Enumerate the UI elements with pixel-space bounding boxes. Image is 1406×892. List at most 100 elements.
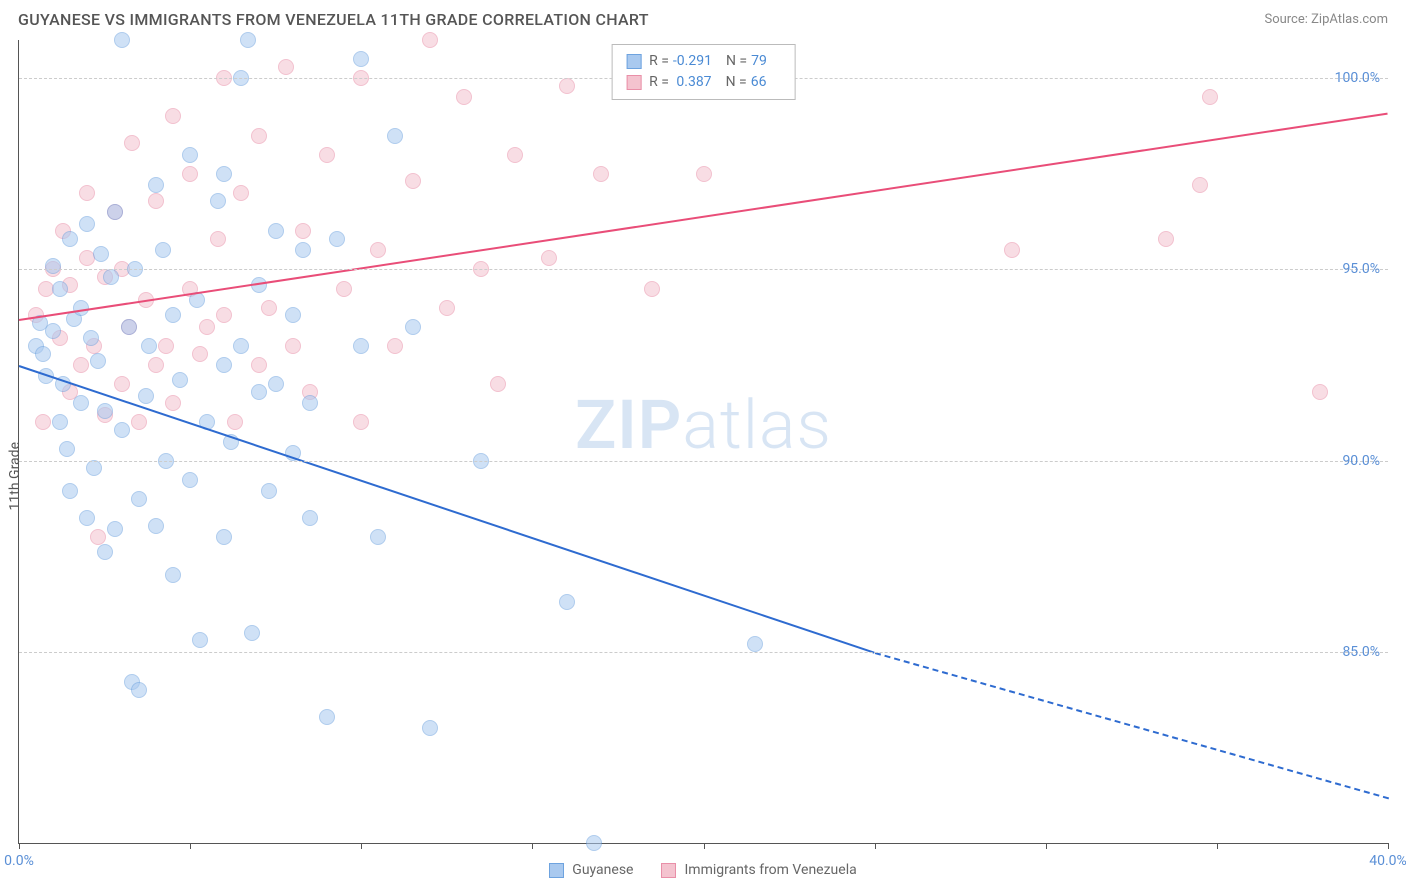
data-point xyxy=(387,338,403,354)
data-point xyxy=(370,529,386,545)
data-point xyxy=(251,357,267,373)
swatch-guyanese-icon xyxy=(626,54,641,69)
data-point xyxy=(586,835,602,851)
data-point xyxy=(103,269,119,285)
data-point xyxy=(1202,89,1218,105)
data-point xyxy=(73,357,89,373)
data-point xyxy=(90,353,106,369)
data-point xyxy=(216,529,232,545)
data-point xyxy=(295,242,311,258)
data-point xyxy=(93,246,109,262)
legend-item-venezuela: Immigrants from Venezuela xyxy=(661,862,856,878)
data-point xyxy=(353,51,369,67)
data-point xyxy=(148,518,164,534)
xtick xyxy=(361,843,362,849)
data-point xyxy=(302,395,318,411)
data-point xyxy=(52,281,68,297)
data-point xyxy=(172,372,188,388)
data-point xyxy=(261,483,277,499)
data-point xyxy=(73,395,89,411)
data-point xyxy=(240,32,256,48)
data-point xyxy=(138,388,154,404)
data-point xyxy=(131,682,147,698)
data-point xyxy=(45,323,61,339)
chart-area: 11th Grade ZIPatlas R =-0.291N =79 R = 0… xyxy=(18,40,1388,844)
legend-row-guyanese: R =-0.291N =79 xyxy=(626,51,781,72)
data-point xyxy=(62,231,78,247)
data-point xyxy=(148,357,164,373)
data-point xyxy=(79,185,95,201)
data-point xyxy=(158,338,174,354)
data-point xyxy=(329,231,345,247)
gridline xyxy=(19,269,1388,270)
data-point xyxy=(131,491,147,507)
data-point xyxy=(244,625,260,641)
data-point xyxy=(45,258,61,274)
ytick-label: 100.0% xyxy=(1335,70,1380,86)
data-point xyxy=(79,216,95,232)
data-point xyxy=(353,414,369,430)
data-point xyxy=(302,510,318,526)
data-point xyxy=(107,204,123,220)
ytick-label: 95.0% xyxy=(1342,261,1380,277)
xtick xyxy=(1046,843,1047,849)
data-point xyxy=(148,177,164,193)
stats-legend: R =-0.291N =79 R = 0.387N =66 xyxy=(611,44,796,100)
data-point xyxy=(210,231,226,247)
data-point xyxy=(114,376,130,392)
data-point xyxy=(165,307,181,323)
xtick xyxy=(19,843,20,849)
gridline xyxy=(19,461,1388,462)
data-point xyxy=(278,59,294,75)
data-point xyxy=(1158,231,1174,247)
data-point xyxy=(251,384,267,400)
xtick xyxy=(875,843,876,849)
data-point xyxy=(268,223,284,239)
swatch-venezuela-icon xyxy=(661,863,676,878)
data-point xyxy=(387,128,403,144)
data-point xyxy=(148,193,164,209)
data-point xyxy=(559,78,575,94)
data-point xyxy=(216,166,232,182)
data-point xyxy=(285,307,301,323)
data-point xyxy=(79,510,95,526)
data-point xyxy=(210,193,226,209)
data-point xyxy=(97,403,113,419)
data-point xyxy=(593,166,609,182)
data-point xyxy=(83,330,99,346)
data-point xyxy=(405,173,421,189)
data-point xyxy=(216,307,232,323)
swatch-guyanese-icon xyxy=(549,863,564,878)
data-point xyxy=(422,32,438,48)
data-point xyxy=(62,483,78,499)
data-point xyxy=(182,472,198,488)
data-point xyxy=(131,414,147,430)
data-point xyxy=(107,521,123,537)
legend-row-venezuela: R = 0.387N =66 xyxy=(626,72,781,93)
data-point xyxy=(507,147,523,163)
data-point xyxy=(405,319,421,335)
data-point xyxy=(124,135,140,151)
data-point xyxy=(192,632,208,648)
data-point xyxy=(319,147,335,163)
data-point xyxy=(251,128,267,144)
data-point xyxy=(1312,384,1328,400)
ytick-label: 90.0% xyxy=(1342,453,1380,469)
xtick xyxy=(190,843,191,849)
data-point xyxy=(52,414,68,430)
data-point xyxy=(285,338,301,354)
series-legend: Guyanese Immigrants from Venezuela xyxy=(0,862,1406,878)
data-point xyxy=(165,395,181,411)
data-point xyxy=(1192,177,1208,193)
plot-area xyxy=(19,40,1388,843)
trend-line-guyanese xyxy=(19,365,875,654)
data-point xyxy=(216,357,232,373)
data-point xyxy=(559,594,575,610)
data-point xyxy=(35,414,51,430)
data-point xyxy=(35,346,51,362)
data-point xyxy=(114,422,130,438)
xtick xyxy=(1388,843,1389,849)
gridline xyxy=(19,652,1388,653)
data-point xyxy=(370,242,386,258)
data-point xyxy=(73,300,89,316)
